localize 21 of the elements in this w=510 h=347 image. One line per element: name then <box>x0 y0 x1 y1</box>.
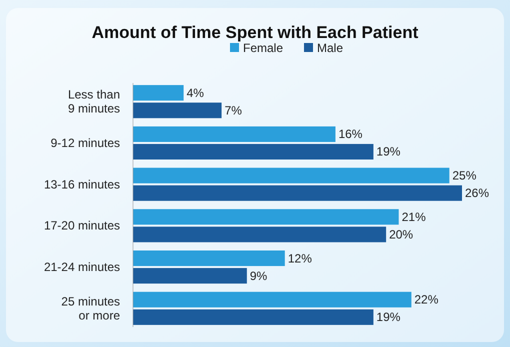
data-label: 12% <box>288 251 312 266</box>
data-label: 19% <box>376 144 401 159</box>
data-label: 26% <box>465 186 490 200</box>
data-label: 16% <box>338 127 363 142</box>
y-tick-label: 21-24 minutes <box>44 260 120 274</box>
data-label: 22% <box>414 292 439 307</box>
data-label: 4% <box>186 86 204 100</box>
y-tick-label: 9-12 minutes <box>50 136 120 150</box>
y-tick-label: 13-16 minutes <box>44 177 120 192</box>
legend-label: Female <box>243 41 284 55</box>
y-tick-label: 17-20 minutes <box>44 218 120 233</box>
y-tick-label: Less than 9 minutes <box>68 88 120 116</box>
data-label: 19% <box>376 310 401 324</box>
data-label: 21% <box>402 210 426 224</box>
data-label: 9% <box>250 268 268 283</box>
legend-label: Male <box>317 41 344 55</box>
data-label: 20% <box>389 227 414 242</box>
data-label: 25% <box>452 168 477 183</box>
data-label: 7% <box>224 103 242 118</box>
chart-title: Amount of Time Spent with Each Patient <box>92 23 419 42</box>
y-tick-label: 25 minutes or more <box>61 294 120 322</box>
